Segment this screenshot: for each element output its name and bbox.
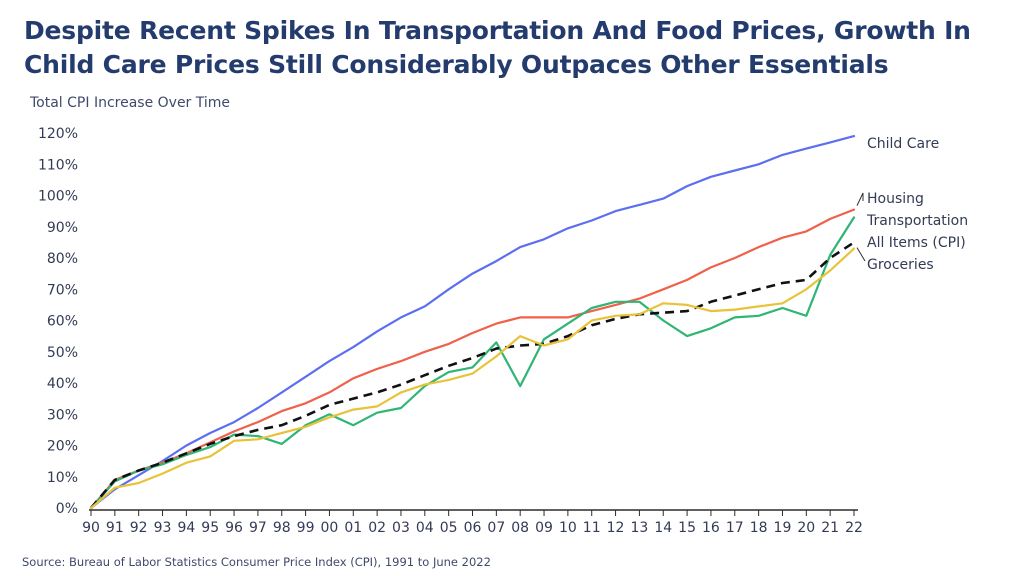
x-tick-label: 99 [297,520,315,536]
x-tick-label: 10 [559,520,577,536]
y-tick-label: 110% [38,157,78,173]
series-line-child-care [89,135,856,510]
series-labels: Child Care Housing Transportation All Items… [856,136,968,273]
x-tick-label: 18 [750,520,768,536]
x-tick-label: 01 [344,520,362,536]
x-tick-label: 09 [535,520,553,536]
x-tick-label: 91 [106,520,124,536]
y-tick-label: 60% [47,314,78,330]
x-tick-label: 96 [225,520,243,536]
x-tick-label: 14 [654,520,672,536]
series-line-housing [89,208,856,510]
y-tick-label: 0% [56,501,78,517]
y-tick-label: 20% [47,439,78,455]
y-tick-label: 10% [47,470,78,486]
series-label-groceries: Groceries [867,257,934,273]
chart-title: Despite Recent Spikes In Transportation … [24,16,971,79]
x-tick-label: 17 [726,520,744,536]
x-tick-label: 13 [630,520,648,536]
series-line-transportation [89,216,856,510]
x-tick-label: 97 [249,520,267,536]
series-line-all-items-cpi [90,241,855,509]
x-tick-label: 22 [845,520,863,536]
x-tick-label: 03 [392,520,410,536]
y-tick-label: 80% [47,251,78,267]
x-tick-label: 05 [440,520,458,536]
x-axis-ticks: 90 91 92 93 94 95 96 97 98 99 00 01 02 03 04 05 06 07 08 09… [82,510,863,536]
x-tick-label: 93 [154,520,172,536]
x-tick-label: 92 [130,520,148,536]
x-tick-label: 06 [464,520,482,536]
series-label-all-items-cpi: All Items (CPI) [867,235,966,251]
x-tick-label: 02 [368,520,386,536]
x-tick-label: 98 [273,520,291,536]
y-tick-label: 100% [38,189,78,205]
x-tick-label: 16 [702,520,720,536]
y-tick-label: 50% [47,345,78,361]
label-leader-housing [856,192,864,206]
x-tick-label: 20 [797,520,815,536]
y-tick-label: 30% [47,407,78,423]
x-tick-label: 11 [583,520,601,536]
series-label-child-care: Child Care [867,136,939,152]
y-axis-ticks: 0% 10% 20% 30% 40% 50% 60% 70% 80% 90% 100% 110% 120… [38,126,78,517]
series-label-transportation: Transportation [866,213,968,229]
x-tick-label: 00 [321,520,339,536]
x-tick-label: 95 [201,520,219,536]
y-tick-label: 90% [47,220,78,236]
x-tick-label: 21 [821,520,839,536]
series-label-housing: Housing [867,191,924,207]
x-tick-label: 19 [774,520,792,536]
series-lines [89,135,856,510]
x-tick-label: 08 [511,520,529,536]
x-tick-label: 12 [607,520,625,536]
y-axis-title: Total CPI Increase Over Time [30,95,231,111]
x-tick-label: 07 [487,520,505,536]
x-tick-label: 94 [177,520,195,536]
y-tick-label: 120% [38,126,78,142]
source-note: Source: Bureau of Labor Statistics Consu… [22,555,491,569]
y-tick-label: 40% [47,376,78,392]
label-leader-groceries [856,247,866,262]
x-tick-label: 15 [678,520,696,536]
y-tick-label: 70% [47,282,78,298]
series-line-groceries [89,247,856,510]
x-tick-label: 90 [82,520,100,536]
x-tick-label: 04 [416,520,434,536]
